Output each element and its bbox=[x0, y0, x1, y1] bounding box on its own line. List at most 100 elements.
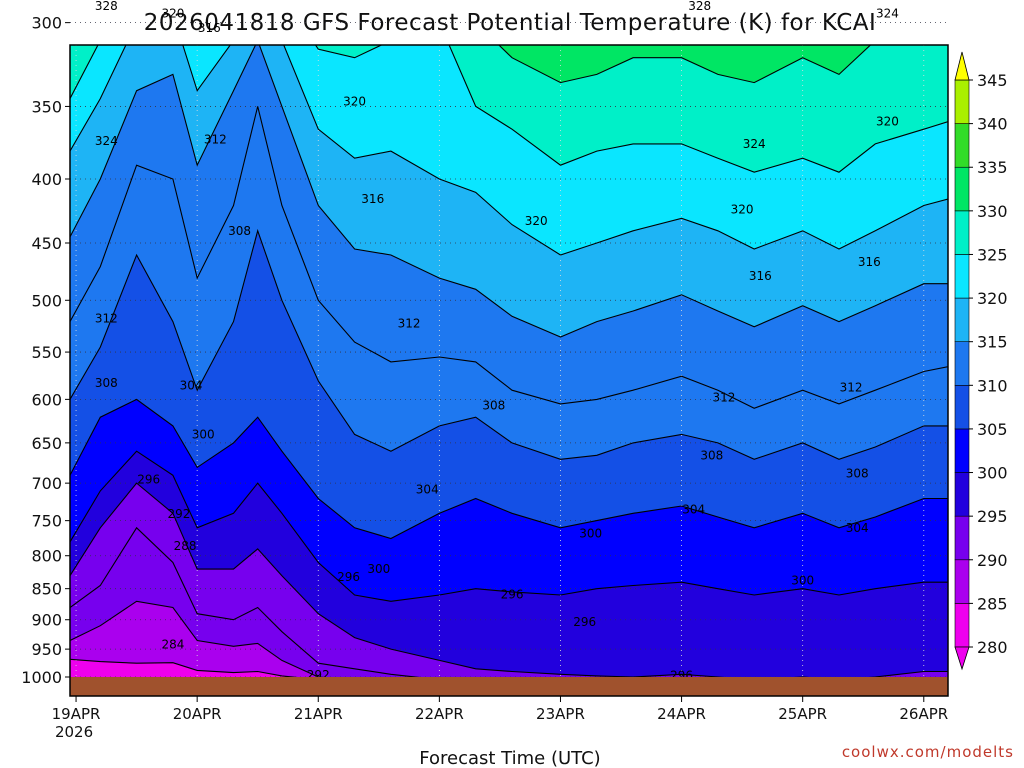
colorbar-label: 345 bbox=[977, 71, 1008, 90]
contour-label: 296 bbox=[573, 615, 596, 629]
colorbar-label: 280 bbox=[977, 638, 1008, 657]
y-tick-label: 700 bbox=[31, 474, 62, 493]
contour-label: 316 bbox=[749, 269, 772, 283]
colorbar-segment-295 bbox=[954, 472, 970, 517]
contour-label: 308 bbox=[700, 448, 723, 462]
colorbar-label: 315 bbox=[977, 333, 1008, 352]
colorbar: 280 285 290 295 300 305 310 315 320 325 330 335 340 3… bbox=[954, 51, 1008, 671]
contour-label: 296 bbox=[137, 472, 160, 486]
y-tick-label: 350 bbox=[31, 97, 62, 116]
contour-label: 320 bbox=[161, 7, 184, 21]
colorbar-label: 325 bbox=[977, 245, 1008, 264]
temperature-fill-layer bbox=[70, 45, 948, 696]
isentrope-316 bbox=[70, 45, 948, 338]
x-tick-label: 25APR bbox=[778, 705, 827, 723]
contour-label: 324 bbox=[876, 7, 899, 21]
x-tick-label: 23APR bbox=[536, 705, 585, 723]
y-tick-label: 500 bbox=[31, 291, 62, 310]
y-tick-label: 600 bbox=[31, 390, 62, 409]
grid-layer bbox=[70, 22, 948, 696]
isentrope-312 bbox=[70, 106, 948, 409]
y-tick-label: 800 bbox=[31, 547, 62, 566]
contour-label: 300 bbox=[579, 527, 602, 541]
contour-label: 284 bbox=[161, 638, 184, 652]
contour-label: 296 bbox=[337, 570, 360, 584]
isentrope-308 bbox=[70, 228, 948, 460]
y-axis: 2503003504004505005506006507007508008509… bbox=[21, 14, 70, 687]
contour-label: 292 bbox=[168, 507, 191, 521]
x-tick-label: 19APR bbox=[52, 705, 101, 723]
y-tick-label: 750 bbox=[31, 512, 62, 531]
colorbar-label: 340 bbox=[977, 115, 1008, 134]
colorbar-segment-300 bbox=[954, 428, 970, 473]
contour-label: 320 bbox=[731, 202, 754, 216]
y-tick-label: 1000 bbox=[21, 668, 62, 687]
contour-label: 328 bbox=[95, 0, 118, 13]
colorbar-label: 285 bbox=[977, 594, 1008, 613]
x-axis-label: Forecast Time (UTC) bbox=[419, 748, 600, 768]
isentrope-320 bbox=[70, 45, 948, 256]
contour-label: 312 bbox=[398, 317, 421, 331]
colorbar-label: 300 bbox=[977, 464, 1008, 483]
colorbar-segment-310 bbox=[954, 341, 970, 386]
isentrope-300 bbox=[70, 450, 948, 602]
ground-surface bbox=[70, 677, 948, 696]
y-tick-label: 550 bbox=[31, 343, 62, 362]
contour-label: 304 bbox=[416, 482, 439, 496]
contour-label: 304 bbox=[682, 503, 705, 517]
contour-label: 300 bbox=[367, 562, 390, 576]
isentrope-304 bbox=[70, 398, 948, 540]
band-292 bbox=[70, 527, 948, 696]
colorbar-label: 295 bbox=[977, 507, 1008, 526]
contour-label: 312 bbox=[95, 311, 118, 325]
contour-label: 320 bbox=[876, 115, 899, 129]
colorbar-segment-325 bbox=[954, 210, 970, 255]
colorbar-segment-285 bbox=[954, 559, 970, 604]
y-tick-label: 950 bbox=[31, 640, 62, 659]
x-tick-label: 24APR bbox=[657, 705, 706, 723]
x-tick-sublabel: 2026 bbox=[55, 723, 93, 741]
contour-label: 296 bbox=[501, 587, 524, 601]
colorbar-segment-340 bbox=[954, 79, 970, 124]
colorbar-top-cap bbox=[954, 51, 970, 81]
contour-label: 308 bbox=[846, 467, 869, 481]
contour-label: 312 bbox=[204, 133, 227, 147]
y-tick-label: 850 bbox=[31, 580, 62, 599]
y-tick-label: 400 bbox=[31, 170, 62, 189]
contour-label: 308 bbox=[228, 224, 251, 238]
contour-label: 300 bbox=[192, 427, 215, 441]
colorbar-segment-320 bbox=[954, 254, 970, 299]
colorbar-bottom-cap bbox=[954, 646, 970, 671]
colorbar-segment-335 bbox=[954, 123, 970, 168]
colorbar-segment-290 bbox=[954, 515, 970, 561]
contour-label: 308 bbox=[482, 399, 505, 413]
x-tick-label: 22APR bbox=[415, 705, 464, 723]
colorbar-label: 290 bbox=[977, 551, 1008, 570]
contour-label: 324 bbox=[379, 0, 402, 2]
contour-label: 308 bbox=[95, 376, 118, 390]
y-tick-label: 450 bbox=[31, 234, 62, 253]
colorbar-segment-330 bbox=[954, 166, 970, 212]
colorbar-segment-280 bbox=[954, 603, 970, 648]
contour-label: 316 bbox=[198, 21, 221, 35]
x-tick-label: 20APR bbox=[173, 705, 222, 723]
colorbar-label: 330 bbox=[977, 202, 1008, 221]
colorbar-label: 320 bbox=[977, 289, 1008, 308]
colorbar-segment-315 bbox=[954, 297, 970, 342]
contour-label: 320 bbox=[525, 214, 548, 228]
y-tick-label: 650 bbox=[31, 434, 62, 453]
contour-label: 288 bbox=[174, 539, 197, 553]
isentrope-324 bbox=[70, 45, 948, 173]
band-288 bbox=[70, 601, 948, 696]
colorbar-segment-305 bbox=[954, 385, 970, 430]
contour-label: 316 bbox=[361, 192, 384, 206]
colorbar-label: 335 bbox=[977, 158, 1008, 177]
y-tick-label: 300 bbox=[31, 14, 62, 33]
contour-label: 320 bbox=[343, 95, 366, 109]
x-tick-label: 21APR bbox=[294, 705, 343, 723]
y-tick-label: 900 bbox=[31, 611, 62, 630]
contour-label-layer: 3443403363323323283323323323283243283243… bbox=[95, 0, 899, 682]
plot-frame bbox=[69, 44, 949, 697]
